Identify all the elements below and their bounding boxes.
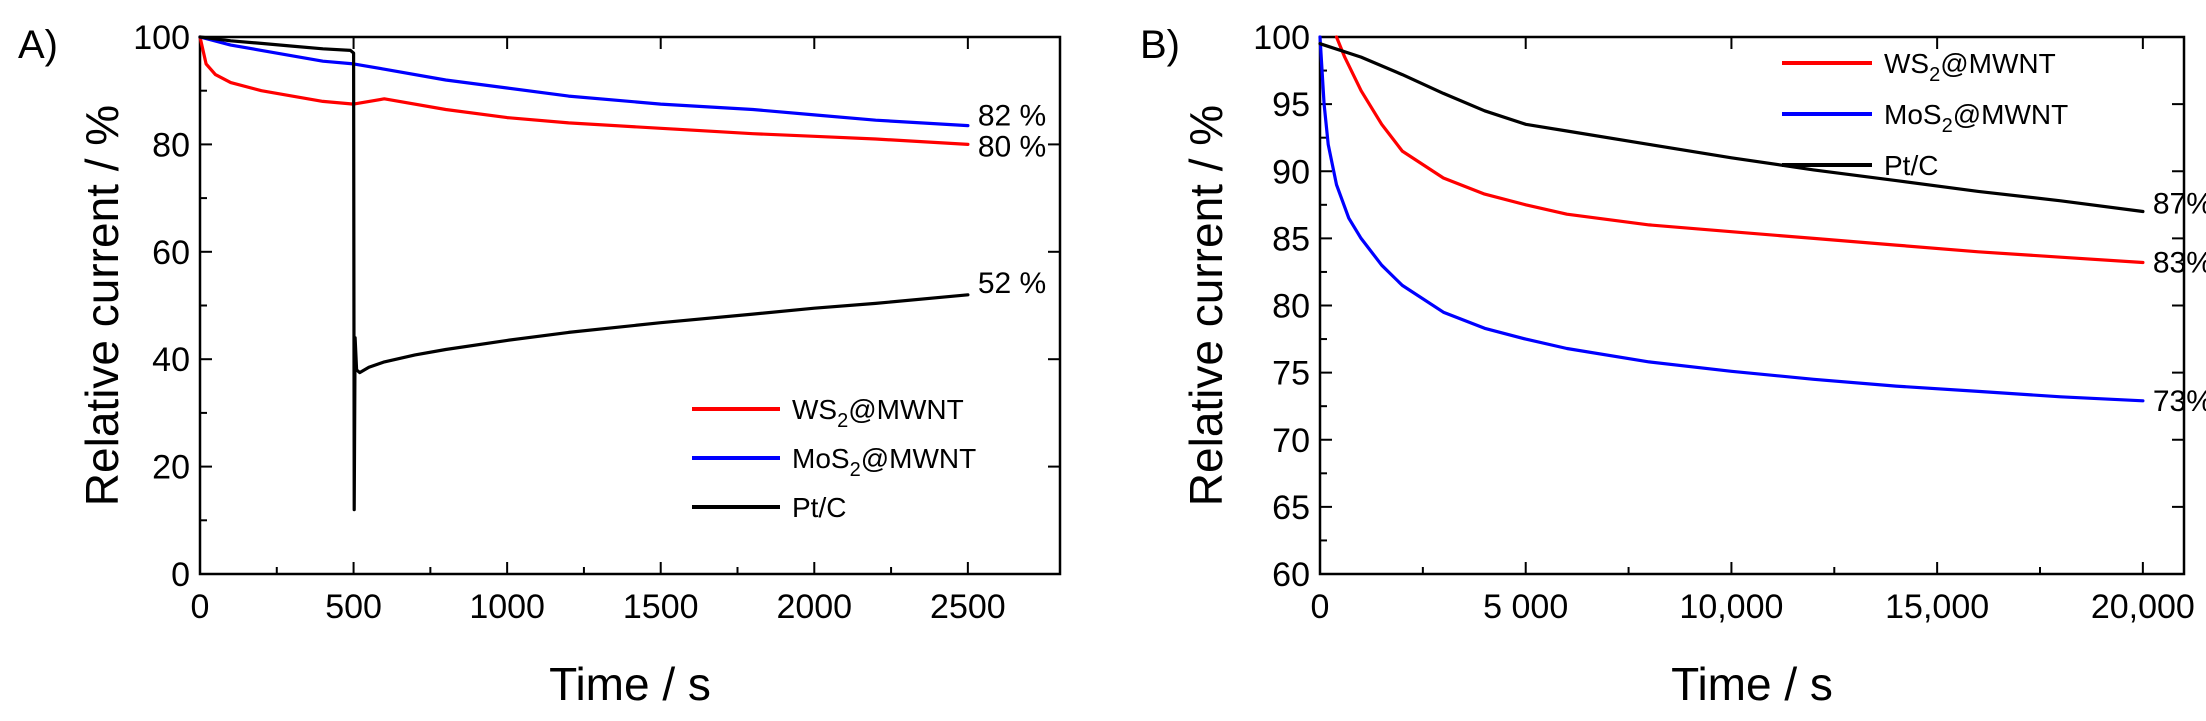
series-line-ws2-mwnt [1334,35,2145,265]
y-tick-label: 80 [152,126,190,164]
x-tick-label: 0 [191,588,210,626]
legend-label: WS2@MWNT [792,394,964,432]
x-tick-label: 10,000 [1679,588,1783,626]
end-value-label: 83% [2153,247,2206,280]
x-tick-label: 0 [1311,588,1330,626]
end-value-label: 73% [2153,385,2206,418]
chart-panel-b: B) 0 5 000 10,000 15,000 20,000 60 65 70 75 80 85 90… [1140,19,2206,710]
legend-label: Pt/C [1884,150,1938,181]
plot-frame [198,35,1062,576]
series-line-mos2-mwnt [198,35,970,128]
panel-label: B) [1140,23,1180,67]
y-tick-label: 40 [152,341,190,379]
x-tick-label: 15,000 [1885,588,1989,626]
legend-label: WS2@MWNT [1884,48,2056,86]
end-value-label: 87% [2153,188,2206,221]
y-tick-label: 65 [1272,489,1310,527]
y-axis-title: Relative current / % [76,105,128,506]
end-value-label: 80 % [978,130,1046,163]
end-value-label: 52 % [978,267,1046,300]
legend-label: Pt/C [792,492,846,523]
y-tick-label: 0 [171,556,190,594]
chart-panel-a: A) 0 500 1000 1500 2000 2500 0 20 40 60 80 100 Time /… [18,19,1062,710]
y-tick-label: 80 [1272,288,1310,326]
x-tick-label: 5 000 [1483,588,1568,626]
y-tick-label: 85 [1272,220,1310,258]
x-tick-label: 2500 [930,588,1006,626]
y-tick-label: 100 [133,19,190,57]
x-tick-label: 1000 [469,588,545,626]
series-line-ws2-mwnt [198,35,970,146]
panel-label: A) [18,23,58,67]
x-tick-label: 500 [325,588,382,626]
x-axis-title: Time / s [549,658,711,710]
legend-label: MoS2@MWNT [1884,99,2068,137]
y-axis-title: Relative current / % [1180,105,1232,506]
x-tick-label: 20,000 [2091,588,2195,626]
y-tick-label: 20 [152,449,190,487]
x-axis-title: Time / s [1671,658,1833,710]
series-line-pt-c [198,35,970,512]
end-value-label: 82 % [978,100,1046,133]
y-tick-label: 75 [1272,355,1310,393]
y-tick-label: 60 [1272,556,1310,594]
y-tick-label: 100 [1253,19,1310,57]
y-tick-label: 90 [1272,153,1310,191]
legend-label: MoS2@MWNT [792,443,976,481]
series-line-mos2-mwnt [1318,35,2145,403]
x-tick-label: 2000 [776,588,852,626]
y-tick-label: 60 [152,234,190,272]
series-line-pt-c [1318,42,2145,214]
y-tick-label: 95 [1272,86,1310,124]
y-tick-label: 70 [1272,422,1310,460]
x-tick-label: 1500 [623,588,699,626]
